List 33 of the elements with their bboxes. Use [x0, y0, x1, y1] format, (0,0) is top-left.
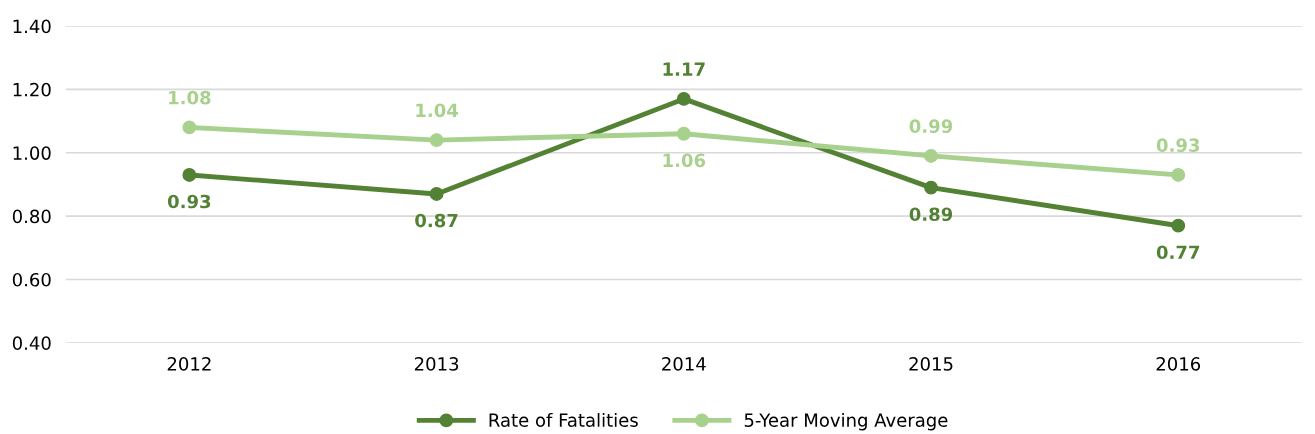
- point: [182, 120, 197, 135]
- point: [924, 180, 938, 195]
- legend-label: Rate of Fatalities: [489, 412, 638, 427]
- data-label: 0.93: [167, 194, 211, 209]
- point: [924, 148, 938, 163]
- x-tick-label: 2014: [662, 357, 706, 371]
- point: [182, 168, 197, 182]
- x-tick-label: 2012: [167, 357, 211, 371]
- y-tick-label: 0.60: [12, 272, 51, 287]
- legend-label: 5-Year Moving Average: [744, 412, 948, 431]
- point: [1171, 168, 1186, 182]
- data-label: 0.87: [415, 213, 458, 228]
- y-tick-label: 1.40: [13, 19, 51, 34]
- x-tick-label: 2016: [1156, 357, 1201, 371]
- x-tick-label: 2015: [909, 357, 953, 371]
- data-label: 1.04: [416, 103, 459, 118]
- data-label: 0.89: [909, 207, 953, 222]
- point: [676, 91, 691, 106]
- point: [1171, 218, 1186, 233]
- data-label: 0.77: [1156, 245, 1200, 260]
- data-label: 1.06: [663, 153, 706, 168]
- data-label: 1.17: [663, 62, 705, 76]
- point: [676, 126, 691, 141]
- y-tick-label: 1.00: [13, 146, 51, 160]
- y-tick-label: 1.20: [13, 82, 51, 97]
- point: [429, 187, 444, 201]
- data-label: 0.93: [1156, 138, 1200, 152]
- data-label: 1.08: [169, 90, 211, 105]
- y-tick-label: 0.80: [12, 209, 51, 224]
- x-tick-label: 2013: [414, 357, 459, 371]
- data-label: 0.99: [909, 119, 953, 133]
- point: [429, 133, 444, 148]
- y-tick-label: 0.40: [12, 336, 51, 350]
